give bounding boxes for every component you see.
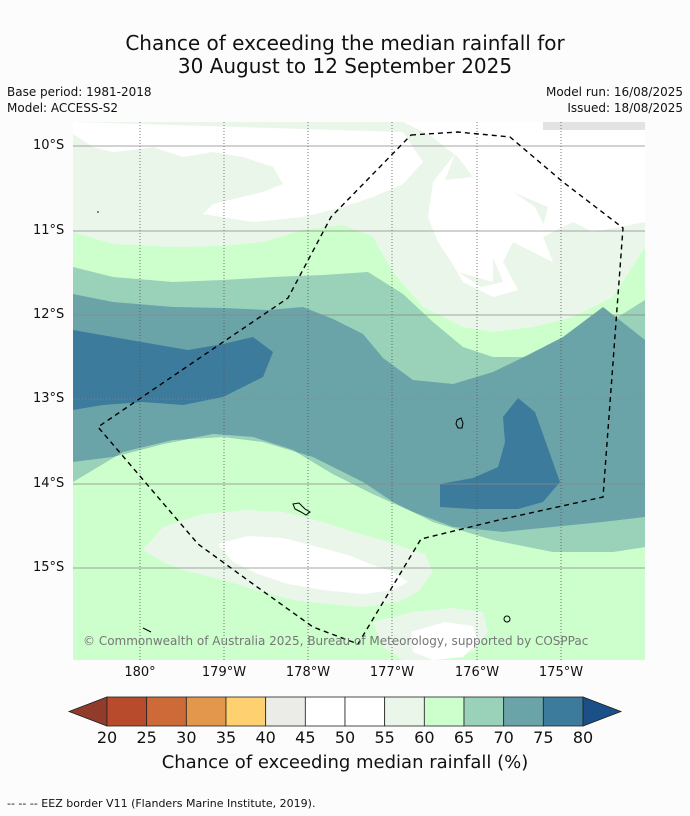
island-wallis bbox=[292, 502, 311, 516]
colorbar-cell bbox=[542, 696, 584, 727]
contour-65-south bbox=[73, 434, 645, 552]
colorbar-tick-label: 40 bbox=[255, 728, 276, 747]
colorbar-cell bbox=[106, 696, 148, 727]
colorbar-tick-label: 45 bbox=[295, 728, 316, 747]
colorbar-tick-label: 65 bbox=[453, 728, 475, 747]
lon-label-180: 180° bbox=[124, 665, 156, 680]
contour-75-west bbox=[73, 330, 273, 410]
lon-label-179w: 179°W bbox=[201, 665, 247, 680]
rainfall-map: © Commonwealth of Australia 2025, Bureau… bbox=[73, 122, 645, 660]
colorbar-label: Chance of exceeding median rainfall (%) bbox=[161, 752, 529, 773]
colorbar-tick-label: 20 bbox=[96, 728, 118, 747]
lon-label-176w: 176°W bbox=[454, 665, 500, 680]
colorbar-cell bbox=[344, 696, 386, 727]
colorbar-cell bbox=[304, 696, 346, 727]
island-sw bbox=[142, 627, 152, 633]
model-name: Model: ACCESS-S2 bbox=[7, 101, 119, 115]
colorbar-tick-label: 60 bbox=[414, 728, 435, 747]
latitude-gridlines bbox=[73, 145, 645, 569]
lon-label-178w: 178°W bbox=[285, 665, 331, 680]
contour-75-east bbox=[440, 398, 560, 509]
lat-label-10s: 10°S bbox=[33, 138, 65, 153]
island-dot bbox=[97, 211, 99, 213]
footer-eez-note: -- -- -- EEZ border V11 (Flanders Marine… bbox=[7, 797, 316, 810]
island-small-east bbox=[503, 615, 511, 623]
colorbar-tick-label: 35 bbox=[215, 728, 237, 747]
copyright-notice: © Commonwealth of Australia 2025, Bureau… bbox=[83, 634, 588, 648]
colorbar-over-arrow bbox=[582, 696, 623, 727]
base-period: Base period: 1981-2018 bbox=[7, 85, 152, 99]
contour-50-north bbox=[73, 122, 645, 297]
colorbar-tick-label: 70 bbox=[493, 728, 514, 747]
colorbar-cell bbox=[423, 696, 465, 727]
colorbar-tick-label: 30 bbox=[176, 728, 197, 747]
colorbar-cell bbox=[265, 696, 306, 727]
contour-50-south bbox=[218, 536, 478, 660]
colorbar-cell bbox=[384, 696, 425, 727]
colorbar-cell bbox=[503, 696, 544, 727]
chart-title-line2: 30 August to 12 September 2025 bbox=[177, 54, 513, 78]
lat-label-14s: 14°S bbox=[33, 476, 65, 491]
eez-border bbox=[96, 131, 624, 645]
colorbar-tick-label: 25 bbox=[136, 728, 157, 747]
issued-date: Issued: 18/08/2025 bbox=[567, 101, 683, 115]
contour-50-north-inner bbox=[428, 154, 548, 282]
colorbar-tick-label: 55 bbox=[374, 728, 395, 747]
lat-label-11s: 11°S bbox=[33, 223, 65, 238]
colorbar-tick-label: 50 bbox=[334, 728, 356, 747]
lat-label-12s: 12°S bbox=[33, 307, 65, 322]
colorbar-under-arrow bbox=[67, 696, 108, 727]
chart-title-line1: Chance of exceeding the median rainfall … bbox=[125, 31, 565, 55]
colorbar-cell bbox=[146, 696, 187, 727]
colorbar-tick-label: 75 bbox=[533, 728, 554, 747]
model-run: Model run: 16/08/2025 bbox=[545, 85, 683, 99]
colorbar-tick-label: 80 bbox=[572, 728, 594, 747]
lon-label-177w: 177°W bbox=[369, 665, 415, 680]
colorbar-cell bbox=[185, 696, 227, 727]
lat-label-15s: 15°S bbox=[33, 560, 65, 575]
colorbar-cell bbox=[225, 696, 267, 727]
colorbar bbox=[67, 696, 623, 727]
map-corner bbox=[543, 122, 645, 130]
lon-label-175w: 175°W bbox=[538, 665, 584, 680]
lat-label-13s: 13°S bbox=[33, 391, 65, 406]
island-niuafoou bbox=[455, 417, 464, 429]
colorbar-cell bbox=[463, 696, 505, 727]
